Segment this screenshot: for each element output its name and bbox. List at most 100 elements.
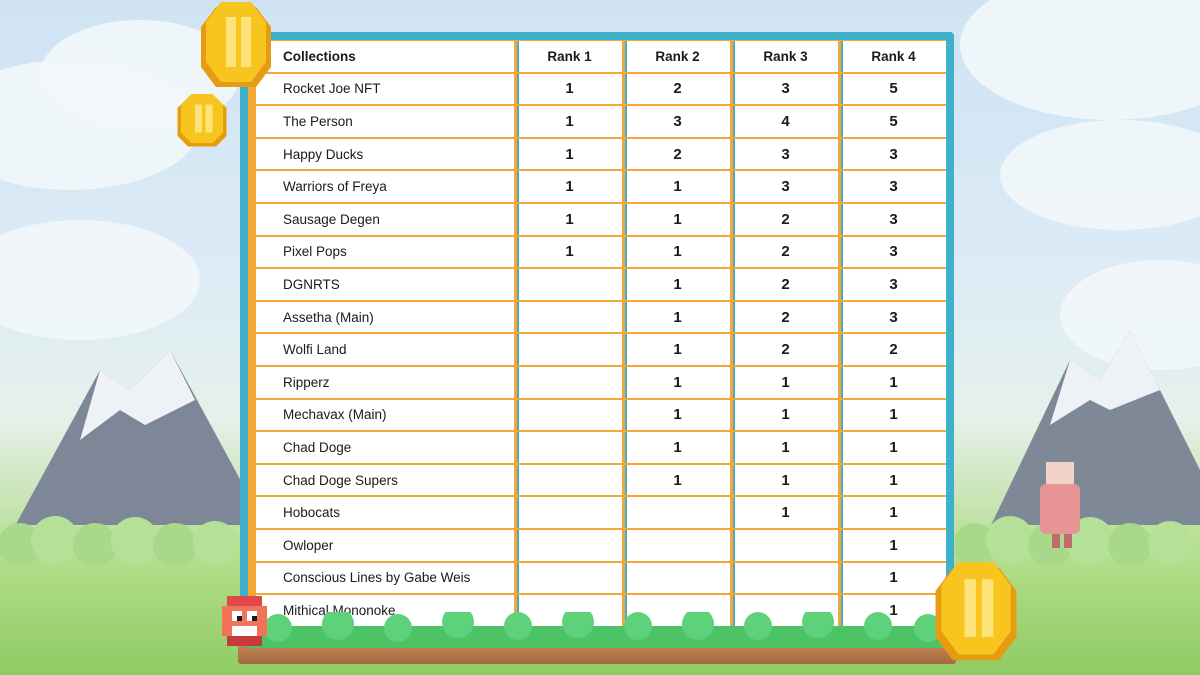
rank-3-cell: 1 xyxy=(730,464,838,498)
bush-icon xyxy=(0,516,237,565)
table-row: Happy Ducks 1 2 3 3 xyxy=(256,138,946,172)
rank-2-cell xyxy=(622,529,730,563)
column-header-collections: Collections xyxy=(256,41,514,74)
table-row: Hobocats 1 1 xyxy=(256,497,946,530)
rank-1-cell: 1 xyxy=(514,106,622,139)
rank-4-cell: 5 xyxy=(838,73,946,107)
collection-name: Chad Doge xyxy=(256,432,514,465)
rank-3-cell: 1 xyxy=(730,399,838,433)
gold-coin-icon xyxy=(177,94,227,147)
table-row: Assetha (Main) 1 2 3 xyxy=(256,301,946,335)
rank-1-cell xyxy=(514,269,622,302)
gold-coin-icon xyxy=(935,562,1017,661)
rank-2-cell: 1 xyxy=(622,269,730,302)
rank-1-cell xyxy=(514,399,622,433)
rank-4-cell: 1 xyxy=(838,432,946,465)
rank-2-cell: 2 xyxy=(622,73,730,107)
rank-4-cell: 3 xyxy=(838,301,946,335)
rank-4-cell: 3 xyxy=(838,138,946,172)
rank-4-cell: 1 xyxy=(838,366,946,400)
rank-1-cell: 1 xyxy=(514,236,622,270)
rank-1-cell xyxy=(514,464,622,498)
collection-name: Conscious Lines by Gabe Weis xyxy=(256,562,514,596)
cloud-icon xyxy=(1000,120,1200,230)
collection-name: Wolfi Land xyxy=(256,334,514,367)
collection-name: DGNRTS xyxy=(256,269,514,302)
collection-name: Sausage Degen xyxy=(256,204,514,237)
rank-4-cell: 3 xyxy=(838,236,946,270)
collection-name: Ripperz xyxy=(256,367,514,400)
collection-name: Warriors of Freya xyxy=(256,171,514,204)
rank-4-cell: 1 xyxy=(838,562,946,596)
rank-2-cell: 1 xyxy=(622,203,730,237)
table-row: DGNRTS 1 2 3 xyxy=(256,269,946,302)
rank-1-cell: 1 xyxy=(514,203,622,237)
column-header-rank-2: Rank 2 xyxy=(622,41,730,74)
rank-3-cell: 2 xyxy=(730,203,838,237)
collection-name: Happy Ducks xyxy=(256,139,514,172)
table-row: Ripperz 1 1 1 xyxy=(256,366,946,400)
rankings-table: Collections Rank 1 Rank 2 Rank 3 Rank 4 … xyxy=(256,41,946,628)
rank-1-cell: 1 xyxy=(514,171,622,204)
collection-name: Hobocats xyxy=(256,497,514,530)
table-row: Rocket Joe NFT 1 2 3 5 xyxy=(256,73,946,107)
table-row: Owloper 1 xyxy=(256,529,946,563)
rank-2-cell xyxy=(622,497,730,530)
rank-1-cell xyxy=(514,301,622,335)
rank-1-cell xyxy=(514,497,622,530)
rank-3-cell: 1 xyxy=(730,366,838,400)
rank-4-cell: 1 xyxy=(838,497,946,530)
rank-4-cell: 1 xyxy=(838,399,946,433)
rank-4-cell: 2 xyxy=(838,334,946,367)
collection-name: Chad Doge Supers xyxy=(256,465,514,498)
rank-1-cell xyxy=(514,562,622,596)
rank-1-cell xyxy=(514,529,622,563)
rank-2-cell: 1 xyxy=(622,171,730,204)
rank-2-cell: 1 xyxy=(622,366,730,400)
rank-2-cell: 3 xyxy=(622,106,730,139)
rank-4-cell: 1 xyxy=(838,464,946,498)
rank-3-cell: 3 xyxy=(730,171,838,204)
rank-2-cell xyxy=(622,562,730,596)
collection-name: Rocket Joe NFT xyxy=(256,74,514,107)
table-header-row: Collections Rank 1 Rank 2 Rank 3 Rank 4 xyxy=(256,41,946,74)
rank-3-cell xyxy=(730,529,838,563)
column-header-rank-3: Rank 3 xyxy=(730,41,838,74)
bush-icon xyxy=(955,516,1192,565)
rank-3-cell: 2 xyxy=(730,334,838,367)
table-row: Chad Doge 1 1 1 xyxy=(256,432,946,465)
rank-1-cell xyxy=(514,366,622,400)
rank-1-cell xyxy=(514,432,622,465)
rank-1-cell: 1 xyxy=(514,138,622,172)
collection-name: Owloper xyxy=(256,529,514,563)
rank-2-cell: 1 xyxy=(622,334,730,367)
collection-name: Assetha (Main) xyxy=(256,302,514,335)
rank-1-cell xyxy=(514,334,622,367)
table-row: Conscious Lines by Gabe Weis 1 xyxy=(256,562,946,596)
pixel-character-icon xyxy=(1040,462,1080,548)
table-row: Chad Doge Supers 1 1 1 xyxy=(256,464,946,498)
table-row: The Person 1 3 4 5 xyxy=(256,106,946,139)
column-header-rank-4: Rank 4 xyxy=(838,41,946,74)
rank-2-cell: 1 xyxy=(622,432,730,465)
pixel-character-icon xyxy=(222,596,267,646)
rank-3-cell xyxy=(730,562,838,596)
collection-name: Mechavax (Main) xyxy=(256,400,514,433)
rank-2-cell: 2 xyxy=(622,138,730,172)
column-header-rank-1: Rank 1 xyxy=(514,41,622,74)
rank-2-cell: 1 xyxy=(622,399,730,433)
rank-2-cell: 1 xyxy=(622,464,730,498)
collection-name: The Person xyxy=(256,106,514,139)
rank-4-cell: 3 xyxy=(838,203,946,237)
rank-2-cell: 1 xyxy=(622,301,730,335)
cloud-icon xyxy=(960,0,1200,120)
rank-2-cell: 1 xyxy=(622,236,730,270)
table-row: Wolfi Land 1 2 2 xyxy=(256,334,946,367)
gold-coin-icon xyxy=(201,2,271,87)
rank-3-cell: 2 xyxy=(730,269,838,302)
rank-3-cell: 2 xyxy=(730,236,838,270)
rank-1-cell: 1 xyxy=(514,73,622,107)
table-row: Warriors of Freya 1 1 3 3 xyxy=(256,171,946,204)
rank-4-cell: 3 xyxy=(838,171,946,204)
rank-4-cell: 3 xyxy=(838,269,946,302)
